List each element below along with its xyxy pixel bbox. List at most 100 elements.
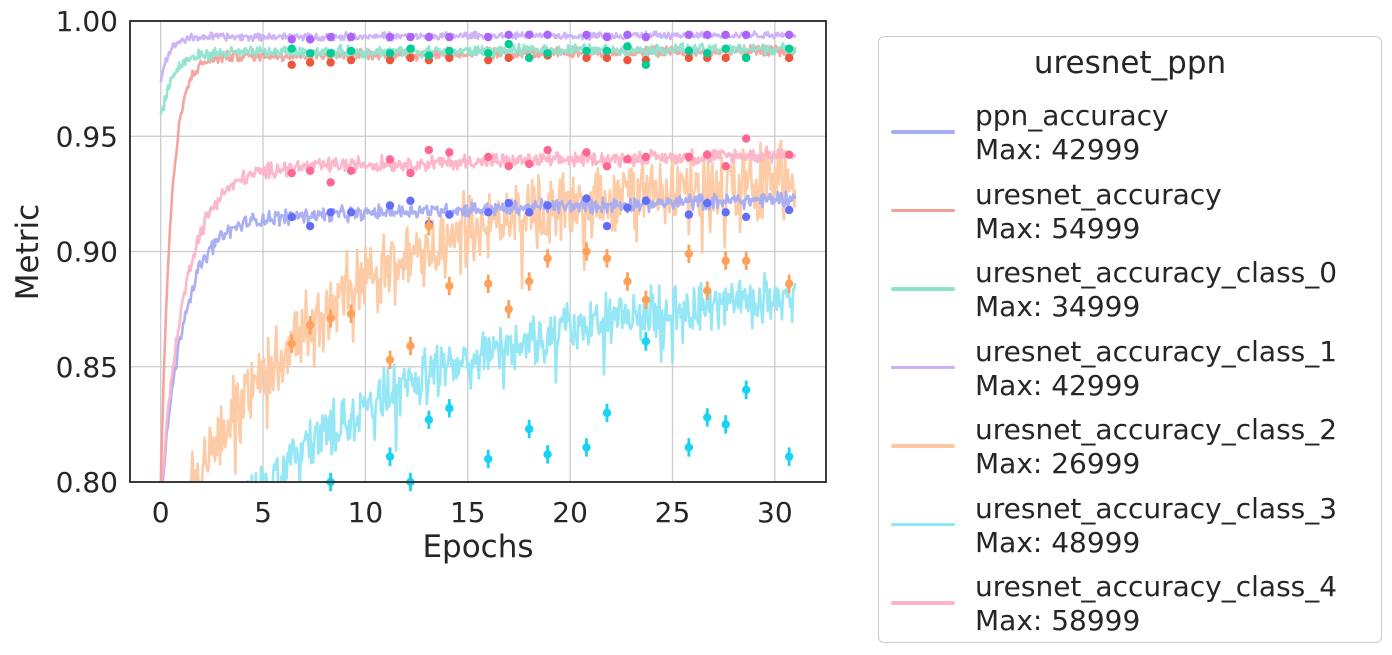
- data-point-uresnet_accuracy_class_0: [784, 44, 794, 53]
- data-point-ppn_accuracy: [346, 208, 356, 217]
- data-point-uresnet_accuracy: [602, 53, 612, 63]
- data-point-uresnet_accuracy_class_2: [287, 339, 296, 348]
- data-point-uresnet_accuracy: [305, 58, 315, 67]
- data-point-uresnet_accuracy_class_1: [385, 32, 395, 42]
- data-point-uresnet_accuracy_class_2: [623, 277, 632, 286]
- data-point-uresnet_accuracy_class_2: [684, 249, 694, 259]
- data-point-uresnet_accuracy_class_3: [602, 408, 612, 418]
- data-point-ppn_accuracy: [445, 210, 454, 219]
- legend-series-name: uresnet_accuracy_class_4: [975, 570, 1338, 603]
- legend-series-max: Max: 54999: [975, 211, 1141, 245]
- data-point-uresnet_accuracy_class_0: [582, 46, 591, 56]
- data-point-uresnet_accuracy_class_4: [424, 145, 434, 155]
- data-point-uresnet_accuracy_class_3: [445, 404, 454, 413]
- data-point-ppn_accuracy: [326, 208, 335, 217]
- data-point-uresnet_accuracy_class_2: [524, 277, 534, 286]
- data-point-uresnet_accuracy_class_0: [703, 49, 712, 58]
- legend-series-name: ppn_accuracy: [975, 99, 1169, 132]
- data-point-uresnet_accuracy_class_0: [445, 46, 454, 56]
- data-point-ppn_accuracy: [741, 212, 751, 222]
- data-point-ppn_accuracy: [287, 212, 296, 222]
- data-point-uresnet_accuracy: [582, 53, 591, 63]
- data-point-uresnet_accuracy_class_1: [326, 32, 335, 42]
- legend: uresnet_ppn ppn_accuracy Max: 42999 uresne…: [878, 36, 1382, 643]
- data-point-uresnet_accuracy_class_1: [346, 32, 356, 42]
- data-point-uresnet_accuracy_class_4: [385, 155, 395, 164]
- data-point-uresnet_accuracy_class_0: [721, 44, 730, 53]
- data-point-ppn_accuracy: [543, 201, 552, 210]
- data-point-uresnet_accuracy_class_2: [582, 247, 591, 256]
- data-point-uresnet_accuracy_class_0: [543, 49, 552, 58]
- data-point-ppn_accuracy: [721, 208, 730, 217]
- data-point-uresnet_accuracy_class_0: [504, 39, 513, 49]
- legend-swatch: [891, 601, 955, 605]
- data-point-uresnet_accuracy: [721, 53, 730, 63]
- data-point-uresnet_accuracy: [326, 58, 335, 67]
- data-point-uresnet_accuracy_class_4: [582, 148, 591, 157]
- data-point-uresnet_accuracy_class_4: [721, 162, 730, 171]
- data-point-uresnet_accuracy_class_2: [504, 304, 513, 314]
- data-point-uresnet_accuracy_class_3: [721, 420, 730, 429]
- data-point-uresnet_accuracy_class_3: [524, 424, 534, 434]
- data-point-uresnet_accuracy_class_3: [484, 454, 493, 464]
- y-tick-label: 1.00: [56, 5, 118, 38]
- data-point-ppn_accuracy: [305, 221, 315, 231]
- data-point-uresnet_accuracy_class_3: [684, 443, 694, 452]
- data-point-ppn_accuracy: [524, 208, 534, 217]
- data-point-uresnet_accuracy_class_2: [602, 254, 612, 263]
- legend-entry: ppn_accuracy Max: 42999: [889, 95, 1373, 166]
- plot-frame: [129, 20, 827, 483]
- data-point-ppn_accuracy: [684, 210, 694, 219]
- data-point-ppn_accuracy: [602, 221, 612, 231]
- legend-entry: uresnet_accuracy_class_4 Max: 58999: [889, 566, 1373, 637]
- data-point-uresnet_accuracy_class_2: [424, 221, 434, 231]
- data-point-uresnet_accuracy_class_1: [484, 32, 493, 42]
- y-tick-label: 0.95: [56, 120, 118, 153]
- x-tick-label: 30: [757, 496, 793, 529]
- legend-swatch: [891, 444, 955, 448]
- data-point-uresnet_accuracy_class_1: [287, 35, 296, 44]
- data-point-ppn_accuracy: [385, 201, 395, 210]
- legend-series-max: Max: 48999: [975, 525, 1141, 559]
- data-point-uresnet_accuracy_class_4: [703, 150, 712, 159]
- data-point-ppn_accuracy: [582, 194, 591, 203]
- data-point-uresnet_accuracy_class_2: [484, 279, 493, 288]
- legend-series-name: uresnet_accuracy_class_0: [975, 256, 1338, 289]
- legend-swatch: [891, 365, 955, 369]
- data-point-uresnet_accuracy: [684, 53, 694, 63]
- data-point-uresnet_accuracy_class_2: [326, 314, 335, 323]
- data-point-uresnet_accuracy_class_4: [504, 162, 513, 171]
- legend-series-name: uresnet_accuracy_class_3: [975, 491, 1338, 525]
- data-point-uresnet_accuracy: [287, 60, 296, 69]
- data-point-uresnet_accuracy_class_4: [406, 168, 415, 178]
- data-point-uresnet_accuracy: [346, 55, 356, 65]
- data-point-uresnet_accuracy: [484, 55, 493, 65]
- y-tick-labels: 0.80 0.85 0.90 0.95 1.00: [56, 5, 118, 499]
- data-point-uresnet_accuracy_class_3: [741, 385, 751, 394]
- data-point-uresnet_accuracy_class_2: [641, 295, 651, 305]
- data-point-uresnet_accuracy_class_0: [524, 53, 534, 63]
- data-point-uresnet_accuracy_class_1: [445, 32, 454, 42]
- data-point-uresnet_accuracy_class_4: [346, 166, 356, 176]
- data-point-uresnet_accuracy_class_4: [684, 152, 694, 162]
- legend-swatch: [891, 130, 955, 134]
- data-point-uresnet_accuracy_class_1: [424, 32, 434, 42]
- data-point-uresnet_accuracy_class_1: [684, 30, 694, 40]
- legend-swatch: [891, 522, 955, 526]
- data-point-uresnet_accuracy_class_0: [684, 46, 694, 56]
- data-point-uresnet_accuracy_class_1: [305, 35, 315, 44]
- series-points: [287, 30, 794, 492]
- data-point-uresnet_accuracy_class_1: [641, 32, 651, 42]
- legend-series-name: uresnet_accuracy: [975, 177, 1222, 211]
- legend-series-name: uresnet_accuracy_class_2: [975, 413, 1338, 446]
- data-point-uresnet_accuracy_class_4: [623, 155, 632, 164]
- data-point-ppn_accuracy: [784, 205, 794, 215]
- data-point-uresnet_accuracy_class_2: [305, 321, 315, 330]
- data-point-uresnet_accuracy_class_0: [641, 60, 651, 69]
- data-point-uresnet_accuracy_class_0: [305, 49, 315, 58]
- data-point-uresnet_accuracy_class_1: [582, 30, 591, 40]
- data-point-uresnet_accuracy_class_1: [602, 32, 612, 42]
- legend-entry: uresnet_accuracy_class_3 Max: 48999: [889, 488, 1373, 559]
- data-point-uresnet_accuracy_class_0: [406, 44, 415, 53]
- data-point-uresnet_accuracy: [385, 55, 395, 65]
